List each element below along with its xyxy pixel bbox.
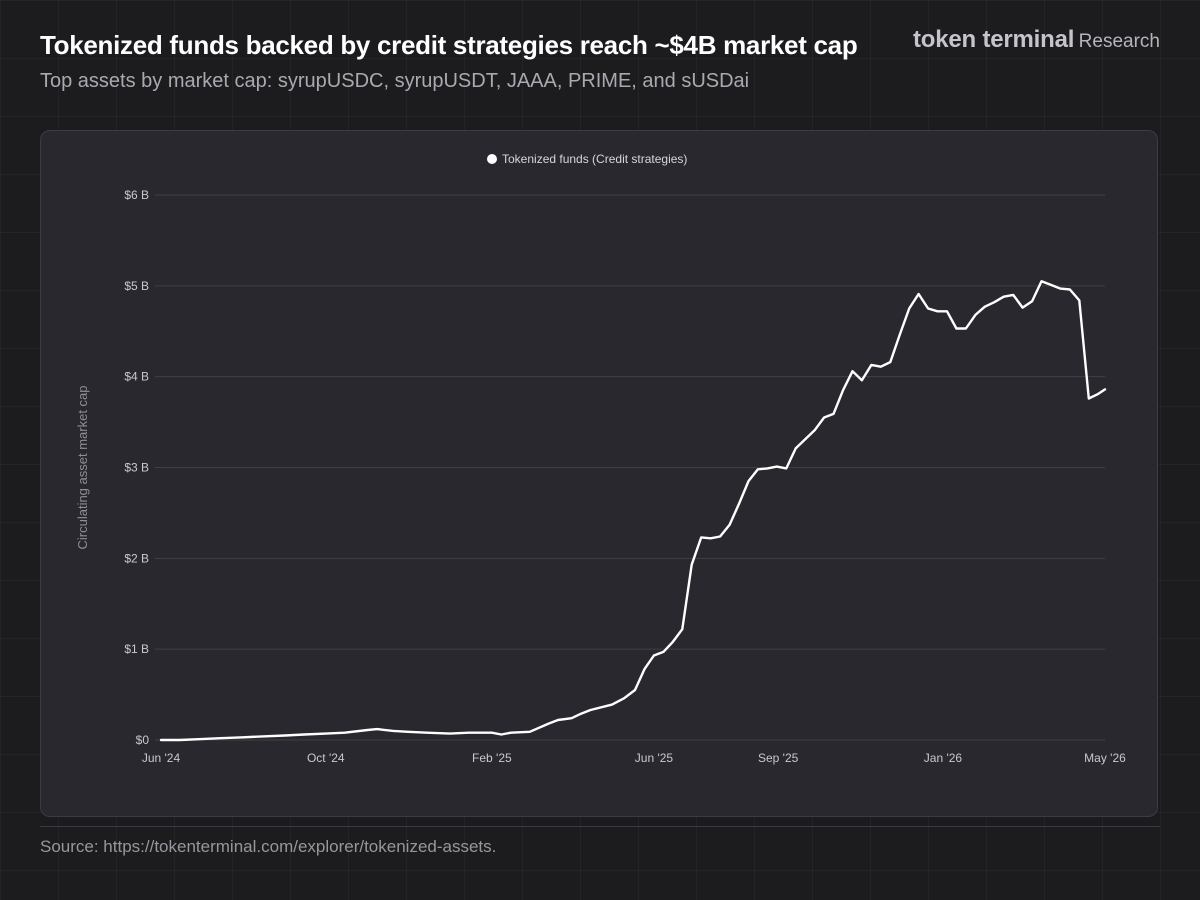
y-tick-label: $4 B (124, 370, 149, 384)
y-axis-label: Circulating asset market cap (75, 385, 90, 549)
x-axis-ticks: Jun '24 Oct '24 Feb '25 Jun '25 Sep '25 Jan '… (142, 751, 1126, 765)
brand-name: token terminal (912, 26, 1075, 53)
chart-title: Tokenized funds backed by credit strateg… (40, 30, 858, 60)
x-tick-label: Sep '25 (758, 751, 799, 765)
y-tick-label: $5 B (124, 279, 149, 293)
x-tick-label: Oct '24 (307, 751, 345, 765)
x-tick-label: Jan '26 (924, 751, 963, 765)
legend[interactable]: Tokenized funds (Credit strategies) (487, 152, 687, 166)
brand-tag: Research (1078, 31, 1160, 52)
y-tick-label: $6 B (124, 188, 149, 202)
x-tick-label: Jun '24 (142, 751, 181, 765)
y-tick-label: $3 B (124, 461, 149, 475)
series-layer (159, 280, 1107, 742)
gridlines (155, 194, 1105, 741)
y-axis-ticks: $0 $1 B $2 B $3 B $4 B $5 B $6 B (124, 188, 149, 747)
legend-marker (487, 154, 497, 164)
source-note: Source: https://tokenterminal.com/explor… (40, 837, 497, 856)
x-tick-label: Jun '25 (635, 751, 674, 765)
chart-panel: $0 $1 B $2 B $3 B $4 B $5 B $6 B Jun '24 Oct '2… (40, 130, 1158, 817)
footer-divider (40, 826, 1160, 827)
legend-label: Tokenized funds (Credit strategies) (502, 152, 687, 166)
y-tick-label: $0 (136, 733, 150, 747)
y-tick-label: $1 B (124, 642, 149, 656)
y-tick-label: $2 B (124, 551, 149, 565)
x-tick-label: Feb '25 (472, 751, 512, 765)
series-line[interactable] (159, 280, 1107, 742)
x-tick-label: May '26 (1084, 751, 1126, 765)
chart-subtitle: Top assets by market cap: syrupUSDC, syr… (40, 70, 750, 92)
line-chart: $0 $1 B $2 B $3 B $4 B $5 B $6 B Jun '24 Oct '2… (75, 152, 1126, 765)
brand-logo: token terminal Research (913, 26, 1160, 54)
